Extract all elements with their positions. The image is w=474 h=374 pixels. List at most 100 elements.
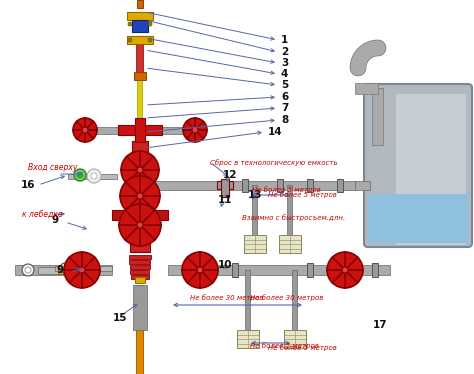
Text: 2: 2 bbox=[281, 47, 288, 57]
FancyBboxPatch shape bbox=[221, 179, 229, 197]
FancyBboxPatch shape bbox=[133, 285, 147, 330]
FancyBboxPatch shape bbox=[71, 264, 93, 276]
Text: Не более 5 метров: Не более 5 метров bbox=[250, 342, 319, 349]
Text: Взаимно с быстросъем.длн.: Взаимно с быстросъем.длн. bbox=[242, 215, 345, 221]
FancyBboxPatch shape bbox=[137, 165, 143, 215]
Circle shape bbox=[183, 118, 207, 142]
FancyBboxPatch shape bbox=[372, 263, 378, 277]
FancyBboxPatch shape bbox=[131, 275, 149, 279]
Text: Не более 5 метров: Не более 5 метров bbox=[268, 344, 337, 352]
Circle shape bbox=[137, 167, 143, 173]
Circle shape bbox=[82, 127, 88, 133]
Text: Не более 5 метров: Не более 5 метров bbox=[268, 191, 337, 199]
FancyBboxPatch shape bbox=[225, 181, 355, 190]
FancyBboxPatch shape bbox=[127, 36, 153, 44]
Text: 12: 12 bbox=[223, 170, 237, 180]
Text: 14: 14 bbox=[268, 127, 283, 137]
FancyBboxPatch shape bbox=[58, 266, 66, 274]
FancyBboxPatch shape bbox=[130, 270, 149, 274]
Text: Не более 30 метров: Не более 30 метров bbox=[190, 294, 264, 301]
Text: 13: 13 bbox=[248, 190, 262, 200]
Text: 17: 17 bbox=[373, 320, 387, 330]
FancyBboxPatch shape bbox=[355, 83, 378, 94]
Circle shape bbox=[120, 176, 160, 216]
Circle shape bbox=[192, 127, 198, 133]
Circle shape bbox=[119, 204, 161, 246]
Text: 4: 4 bbox=[281, 69, 288, 79]
Text: 7: 7 bbox=[281, 103, 288, 113]
FancyBboxPatch shape bbox=[168, 265, 390, 275]
FancyBboxPatch shape bbox=[186, 125, 204, 135]
Circle shape bbox=[137, 222, 143, 228]
FancyBboxPatch shape bbox=[337, 178, 343, 191]
FancyBboxPatch shape bbox=[334, 264, 356, 276]
FancyBboxPatch shape bbox=[126, 198, 154, 212]
FancyBboxPatch shape bbox=[127, 12, 153, 20]
Circle shape bbox=[137, 193, 143, 199]
Text: 6: 6 bbox=[281, 92, 288, 102]
Text: 3: 3 bbox=[281, 58, 288, 68]
FancyBboxPatch shape bbox=[118, 125, 162, 135]
Circle shape bbox=[60, 263, 70, 273]
FancyBboxPatch shape bbox=[15, 265, 112, 275]
FancyBboxPatch shape bbox=[137, 0, 143, 8]
FancyBboxPatch shape bbox=[152, 181, 225, 190]
Text: 9: 9 bbox=[52, 215, 59, 225]
Circle shape bbox=[25, 267, 31, 273]
FancyBboxPatch shape bbox=[307, 263, 313, 277]
Circle shape bbox=[77, 172, 83, 178]
FancyBboxPatch shape bbox=[128, 173, 152, 187]
FancyBboxPatch shape bbox=[112, 210, 168, 220]
FancyBboxPatch shape bbox=[237, 330, 259, 348]
Circle shape bbox=[79, 267, 85, 273]
Circle shape bbox=[91, 173, 97, 179]
Text: 15: 15 bbox=[113, 313, 127, 323]
FancyBboxPatch shape bbox=[189, 264, 211, 276]
FancyBboxPatch shape bbox=[137, 75, 143, 155]
FancyBboxPatch shape bbox=[217, 181, 233, 189]
FancyBboxPatch shape bbox=[368, 194, 468, 243]
FancyBboxPatch shape bbox=[137, 44, 144, 80]
Text: 5: 5 bbox=[281, 80, 288, 90]
FancyBboxPatch shape bbox=[129, 255, 151, 259]
Text: Вход сверху: Вход сверху bbox=[28, 162, 77, 172]
FancyBboxPatch shape bbox=[292, 270, 298, 330]
FancyBboxPatch shape bbox=[135, 201, 145, 229]
FancyBboxPatch shape bbox=[133, 186, 147, 198]
Text: 16: 16 bbox=[21, 180, 35, 190]
FancyBboxPatch shape bbox=[134, 72, 146, 80]
FancyBboxPatch shape bbox=[55, 266, 112, 270]
Circle shape bbox=[74, 169, 86, 181]
FancyBboxPatch shape bbox=[277, 178, 283, 191]
FancyBboxPatch shape bbox=[242, 178, 248, 191]
FancyBboxPatch shape bbox=[288, 185, 292, 235]
FancyBboxPatch shape bbox=[137, 305, 144, 374]
Circle shape bbox=[128, 38, 132, 42]
FancyBboxPatch shape bbox=[232, 263, 238, 277]
FancyBboxPatch shape bbox=[396, 94, 466, 245]
Text: 1: 1 bbox=[281, 35, 288, 45]
Text: 9: 9 bbox=[56, 265, 64, 275]
Circle shape bbox=[121, 151, 159, 189]
FancyBboxPatch shape bbox=[284, 330, 306, 348]
Text: Не более 30 метров: Не более 30 метров bbox=[250, 295, 323, 301]
FancyBboxPatch shape bbox=[129, 260, 151, 264]
FancyBboxPatch shape bbox=[130, 265, 150, 269]
Circle shape bbox=[73, 118, 97, 142]
Circle shape bbox=[87, 169, 101, 183]
FancyBboxPatch shape bbox=[244, 235, 266, 253]
Text: 10: 10 bbox=[218, 260, 232, 270]
Text: 11: 11 bbox=[218, 195, 232, 205]
FancyBboxPatch shape bbox=[95, 126, 118, 134]
FancyBboxPatch shape bbox=[132, 20, 148, 32]
FancyBboxPatch shape bbox=[38, 267, 68, 273]
Circle shape bbox=[327, 252, 363, 288]
FancyBboxPatch shape bbox=[132, 141, 148, 155]
FancyBboxPatch shape bbox=[134, 155, 146, 165]
Text: к лебедке: к лебедке bbox=[22, 211, 63, 220]
FancyBboxPatch shape bbox=[68, 174, 117, 178]
Circle shape bbox=[22, 264, 34, 276]
FancyBboxPatch shape bbox=[58, 265, 64, 271]
Circle shape bbox=[128, 22, 132, 26]
Circle shape bbox=[342, 267, 348, 273]
